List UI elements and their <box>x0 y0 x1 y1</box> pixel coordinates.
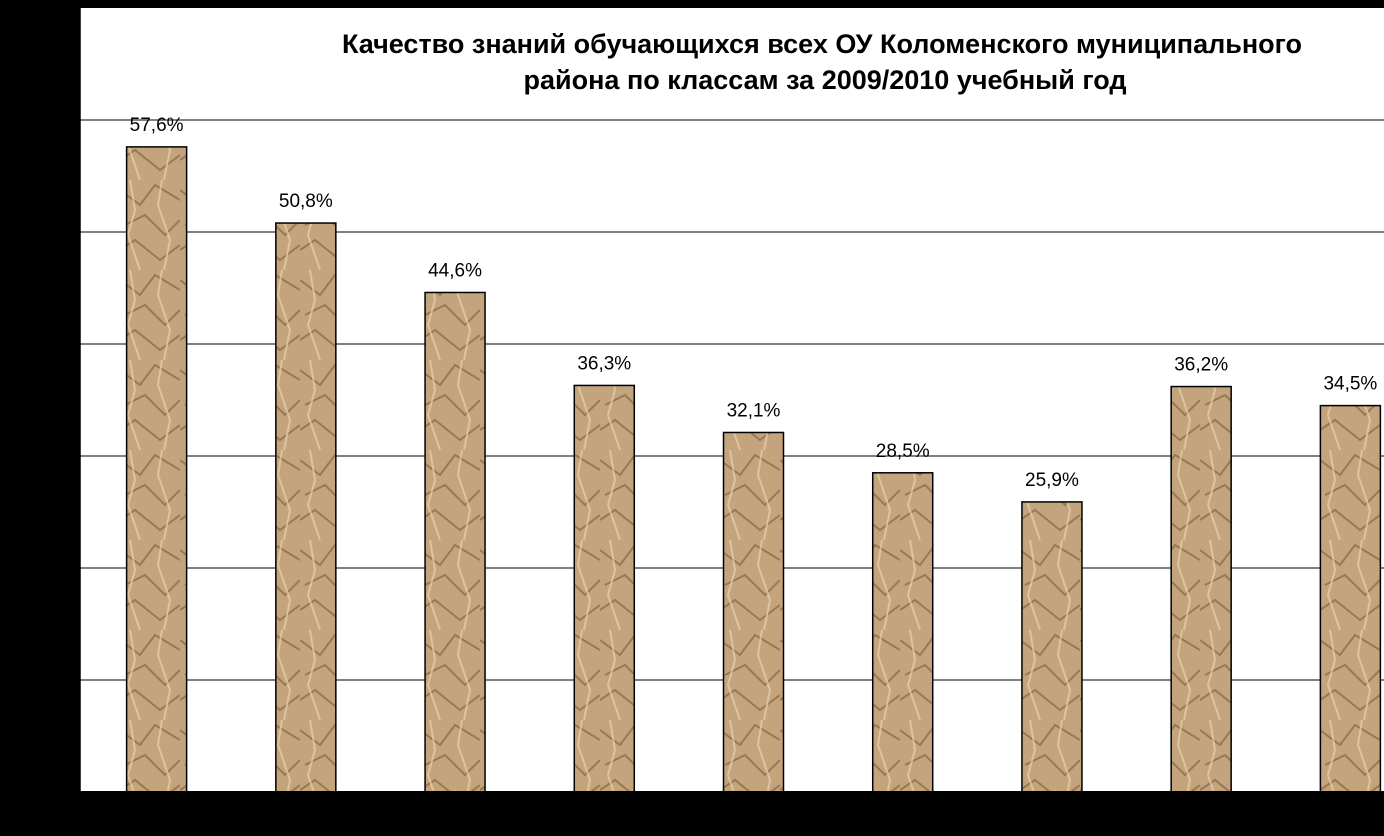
bar <box>424 291 486 793</box>
bar <box>871 472 934 793</box>
data-label: 25,9% <box>1025 470 1079 491</box>
data-label: 50,8% <box>279 191 333 212</box>
bar <box>125 146 188 793</box>
bar <box>275 222 337 793</box>
data-label: 28,5% <box>876 441 930 462</box>
bar <box>1319 404 1382 793</box>
data-label: 36,2% <box>1174 355 1228 376</box>
data-label: 57,6% <box>130 115 184 136</box>
chart-title: Качество знаний обучающихся всех ОУ Коло… <box>342 29 1302 59</box>
data-label: 36,3% <box>577 353 631 374</box>
bar <box>722 431 785 793</box>
data-label: 32,1% <box>727 400 781 421</box>
bar <box>1021 501 1083 793</box>
data-label: 44,6% <box>428 260 482 281</box>
bar <box>573 384 636 793</box>
bar <box>1170 385 1232 793</box>
data-label: 34,5% <box>1323 374 1377 395</box>
chart-title: района по классам за 2009/2010 учебный г… <box>524 65 1127 95</box>
